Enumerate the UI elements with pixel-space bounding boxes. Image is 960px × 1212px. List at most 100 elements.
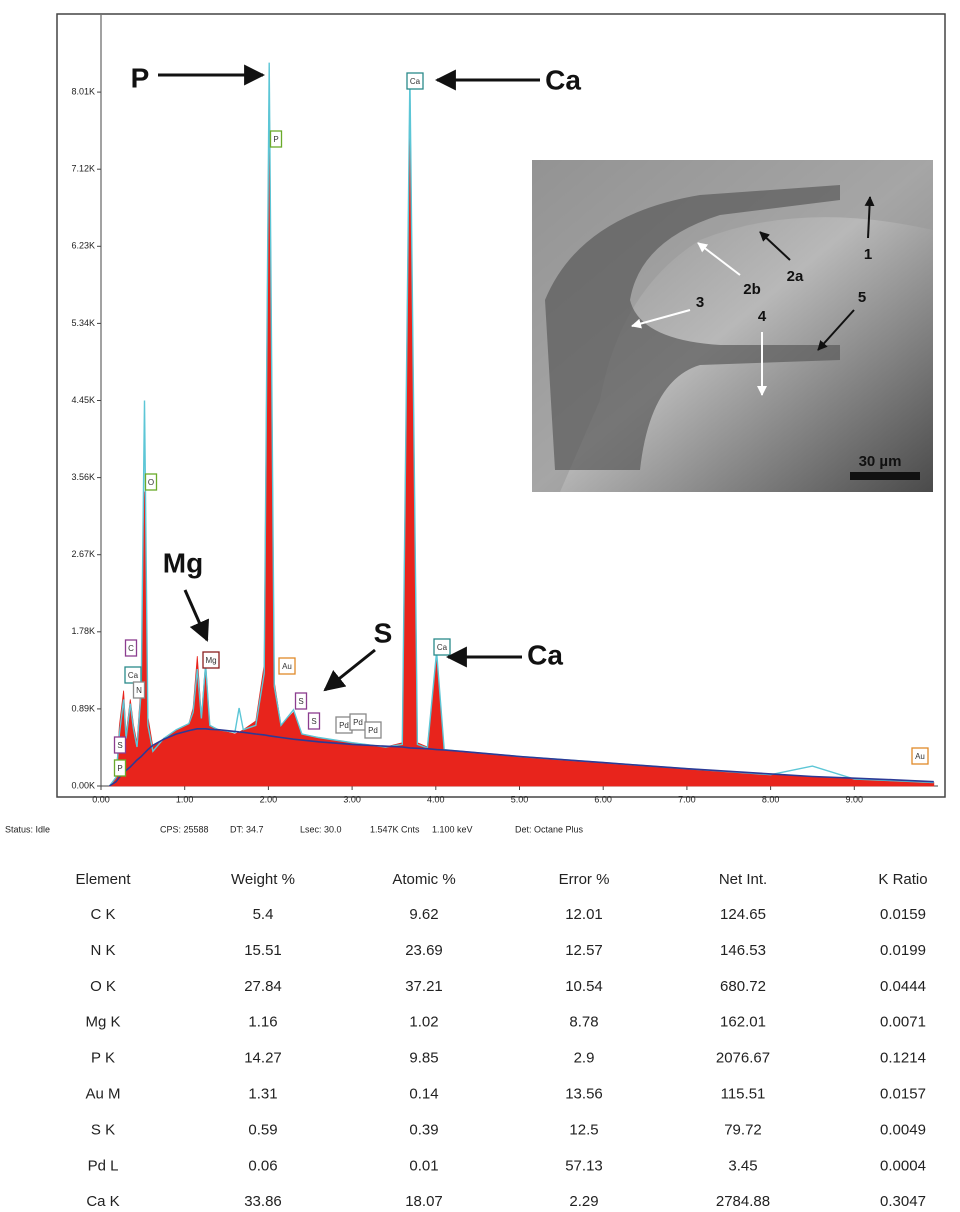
table-cell: 0.0157	[880, 1085, 926, 1102]
inset-label: 4	[758, 308, 767, 325]
table-cell: 5.4	[253, 906, 274, 923]
inset-label: 2b	[743, 281, 761, 298]
y-tick-label: 5.34K	[71, 318, 95, 328]
status-text: Status: Idle	[5, 824, 50, 834]
table-cell: 115.51	[721, 1085, 766, 1102]
table-cell: 0.3047	[880, 1193, 926, 1210]
table-header: Element	[75, 871, 131, 888]
table-cell: N K	[90, 942, 115, 959]
table-cell: 27.84	[244, 978, 282, 995]
table-cell: Ca K	[86, 1193, 119, 1210]
table-header: Atomic %	[392, 871, 455, 888]
table-cell: 9.85	[409, 1050, 438, 1067]
peak-label: N	[136, 686, 142, 695]
scale-bar	[850, 472, 920, 480]
table-cell: P K	[91, 1050, 115, 1067]
table-cell: 0.59	[248, 1121, 277, 1138]
peak-label: S	[298, 697, 303, 706]
peak-label: Au	[282, 662, 292, 671]
y-tick-label: 0.89K	[71, 703, 95, 713]
peak-label: P	[273, 135, 278, 144]
peak-label: Pd	[368, 726, 378, 735]
x-tick-label: 0.00	[92, 794, 110, 804]
annotation: Ca	[545, 64, 581, 95]
peak-label: Mg	[205, 656, 216, 665]
annotation: Mg	[163, 547, 203, 578]
inset-label: 1	[864, 246, 872, 263]
peak-label: S	[311, 717, 316, 726]
status-text: Det: Octane Plus	[515, 824, 584, 834]
table-cell: 0.0049	[880, 1121, 926, 1138]
table-cell: 0.0071	[880, 1014, 926, 1031]
table-cell: 18.07	[405, 1193, 443, 1210]
table-cell: C K	[90, 906, 115, 923]
y-tick-label: 1.78K	[71, 626, 95, 636]
table-cell: 8.78	[569, 1014, 598, 1031]
table-cell: 14.27	[244, 1050, 282, 1067]
table-cell: 0.0004	[880, 1157, 926, 1174]
table-cell: 0.0444	[880, 978, 926, 995]
y-tick-label: 4.45K	[71, 395, 95, 405]
inset-image: 30 µm 1 2a 2b 3 4 5	[532, 160, 933, 492]
peak-label: P	[117, 764, 122, 773]
y-tick-label: 0.00K	[71, 780, 95, 790]
table-cell: 162.01	[720, 1014, 766, 1031]
status-text: CPS: 25588	[160, 824, 209, 834]
table-cell: 146.53	[720, 942, 766, 959]
table-cell: S K	[91, 1121, 115, 1138]
table-cell: 0.01	[409, 1157, 438, 1174]
table-cell: 1.31	[248, 1085, 277, 1102]
table-header: K Ratio	[878, 871, 927, 888]
annotation: Ca	[527, 639, 563, 670]
table-cell: 79.72	[724, 1121, 762, 1138]
table-header: Weight %	[231, 871, 295, 888]
peak-label: Ca	[410, 77, 421, 86]
table-cell: 0.39	[409, 1121, 438, 1138]
table-cell: 0.1214	[880, 1050, 926, 1067]
table-cell: 2.9	[574, 1050, 595, 1067]
page: 0.00K0.89K1.78K2.67K3.56K4.45K5.34K6.23K…	[0, 0, 960, 1212]
peak-label: Pd	[339, 721, 349, 730]
annotation: P	[131, 62, 150, 93]
peak-label: Ca	[437, 643, 448, 652]
peak-label: S	[117, 741, 122, 750]
x-tick-label: 9.00	[846, 794, 864, 804]
status-text: 1.547K Cnts	[370, 824, 420, 834]
table-cell: 12.5	[569, 1121, 598, 1138]
table-cell: 1.02	[409, 1014, 438, 1031]
table-cell: 57.13	[565, 1157, 603, 1174]
scale-label: 30 µm	[859, 453, 902, 470]
table-cell: 33.86	[244, 1193, 282, 1210]
table-cell: 12.01	[565, 906, 603, 923]
status-text: Lsec: 30.0	[300, 824, 342, 834]
table-cell: 2076.67	[716, 1050, 770, 1067]
table-cell: 12.57	[565, 942, 603, 959]
inset-label: 2a	[787, 268, 804, 285]
table-cell: Mg K	[85, 1014, 120, 1031]
table-cell: 15.51	[244, 942, 282, 959]
table-header: Error %	[559, 871, 610, 888]
status-text: DT: 34.7	[230, 824, 264, 834]
table-cell: 37.21	[405, 978, 443, 995]
inset-label: 3	[696, 294, 704, 311]
table-cell: 13.56	[565, 1085, 603, 1102]
peak-label: Au	[915, 752, 925, 761]
x-tick-label: 2.00	[260, 794, 278, 804]
table-cell: 23.69	[405, 942, 443, 959]
annotation: S	[374, 617, 393, 648]
inset-label: 5	[858, 289, 866, 306]
table-cell: 0.14	[409, 1085, 438, 1102]
y-tick-label: 7.12K	[71, 164, 95, 174]
peak-label: O	[148, 478, 154, 487]
table-cell: 0.0199	[880, 942, 926, 959]
table-cell: 9.62	[409, 906, 438, 923]
y-tick-label: 2.67K	[71, 549, 95, 559]
y-tick-label: 3.56K	[71, 472, 95, 482]
table-cell: 680.72	[720, 978, 766, 995]
table-cell: 10.54	[565, 978, 603, 995]
x-tick-label: 5.00	[511, 794, 529, 804]
peak-label: Ca	[128, 671, 139, 680]
x-tick-label: 8.00	[762, 794, 780, 804]
table-cell: 0.06	[248, 1157, 277, 1174]
x-tick-label: 4.00	[427, 794, 445, 804]
